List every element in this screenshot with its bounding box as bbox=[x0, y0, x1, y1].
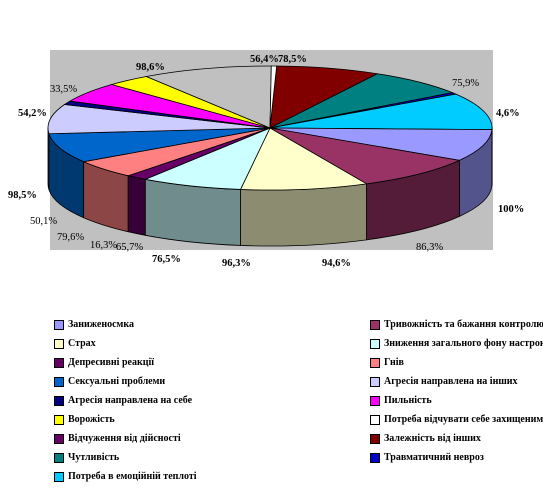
data-label: 65,7% bbox=[116, 242, 143, 253]
pie-slice-потреба-відчувати-себе-захищеним bbox=[144, 65, 272, 129]
pie-data-labels: 56,4% 78,5% 75,9% 4,6% 100% 86,3% 94,6% 96,3% 76… bbox=[8, 54, 524, 269]
pie-tops bbox=[47, 65, 493, 191]
data-label: 4,6% bbox=[496, 108, 520, 119]
data-label: 76,5% bbox=[152, 254, 181, 265]
data-label: 16,3% bbox=[90, 240, 117, 251]
pie-slice-чутливість bbox=[269, 73, 454, 129]
data-label: 100% bbox=[498, 204, 524, 215]
data-label: 98,5% bbox=[8, 190, 37, 201]
data-label: 96,3% bbox=[222, 258, 251, 269]
data-label: 33,5% bbox=[50, 84, 77, 95]
pie-side-страх bbox=[240, 183, 367, 247]
pie-slice-потреба-в-емоційній-теплоті bbox=[269, 93, 493, 131]
data-label: 79,6% bbox=[57, 232, 84, 243]
data-label: 94,6% bbox=[322, 258, 351, 269]
pie-slice-відчуження-від-дійсності bbox=[269, 65, 278, 129]
data-label: 98,6% bbox=[136, 62, 165, 73]
data-label: 78,5% bbox=[278, 54, 307, 65]
data-label: 56,4% bbox=[250, 54, 279, 65]
pie-side-депресивні-реакції bbox=[127, 175, 146, 236]
pie-slice-залежність-від-інших bbox=[269, 65, 379, 129]
pie-slice-тривожність-та-бажання-контролю bbox=[269, 127, 461, 185]
data-label: 75,9% bbox=[452, 78, 479, 89]
pie-slice-страх bbox=[239, 127, 368, 191]
pie-slice-сексуальні-проблеми bbox=[48, 127, 271, 163]
pie-slice-зниження-загального-фону-настрою bbox=[143, 127, 271, 190]
data-label: 50,1% bbox=[30, 216, 57, 227]
pie-slice-агресія-направлена-на-інших bbox=[47, 104, 271, 135]
data-label: 54,2% bbox=[18, 108, 47, 119]
pie-slice-заниженосмка bbox=[269, 127, 493, 161]
pie-side-зниження-загального-фону-настрою bbox=[144, 178, 241, 246]
data-label: 86,3% bbox=[416, 242, 443, 253]
